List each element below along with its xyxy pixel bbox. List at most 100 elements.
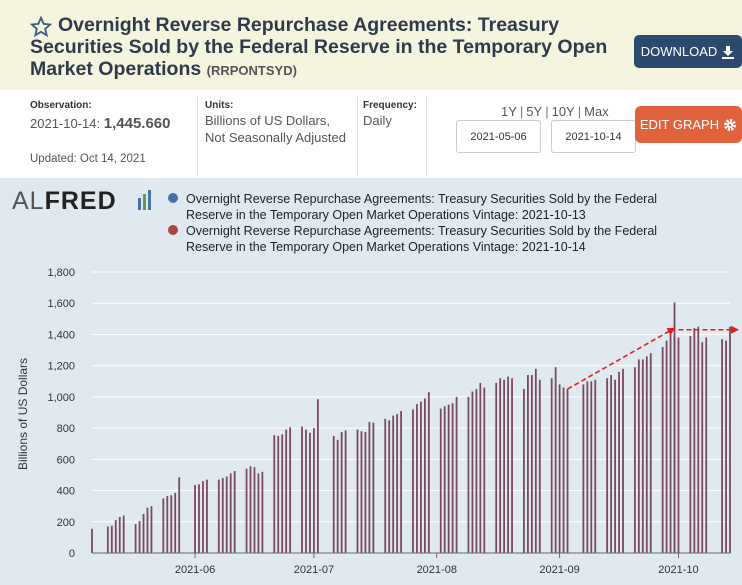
bar	[225, 476, 228, 553]
frequency-label: Frequency:	[363, 100, 417, 111]
bar	[253, 467, 256, 553]
bar	[423, 398, 426, 553]
bar	[305, 429, 307, 553]
y-tick-label: 200	[57, 517, 75, 529]
range-max-link[interactable]: Max	[584, 104, 609, 119]
download-button[interactable]: DOWNLOAD	[634, 35, 742, 68]
bar	[281, 434, 284, 553]
bar	[534, 368, 537, 553]
bar	[277, 435, 280, 553]
bar	[202, 481, 204, 553]
start-date-input[interactable]: 2021-05-06	[456, 120, 541, 153]
bar	[665, 340, 668, 553]
bar	[313, 428, 315, 553]
bar	[170, 495, 173, 553]
bar	[233, 471, 236, 553]
bar	[194, 485, 196, 553]
bar	[285, 429, 288, 553]
bar	[261, 471, 264, 553]
frequency-value: Daily	[363, 113, 392, 128]
x-tick-label: 2021-08	[417, 564, 457, 576]
y-tick-label: 400	[57, 486, 75, 498]
star-icon[interactable]	[30, 16, 52, 38]
divider	[357, 96, 358, 176]
download-label: DOWNLOAD	[640, 44, 718, 59]
bar	[606, 378, 609, 553]
bar	[701, 342, 704, 553]
legend-dot-vintage-1014	[168, 225, 178, 235]
range-10y-link[interactable]: 10Y	[551, 104, 575, 119]
legend-dot-vintage-1013	[168, 193, 178, 203]
bar	[364, 432, 367, 553]
bar	[427, 392, 430, 553]
series-title: Overnight Reverse Repurchase Agreements:…	[30, 14, 608, 80]
range-5y-link[interactable]: 5Y	[526, 104, 543, 119]
observation-row: 2021-10-14: 1,445.660	[30, 115, 170, 132]
units-line-1: Billions of US Dollars,	[205, 113, 330, 128]
legend-item-vintage-1014[interactable]: Overnight Reverse Repurchase Agreements:…	[186, 224, 658, 254]
bar	[114, 520, 117, 553]
edit-graph-label: EDIT GRAPH	[639, 117, 720, 132]
bar	[416, 403, 418, 553]
bar	[106, 526, 109, 553]
end-date-input[interactable]: 2021-10-14	[551, 120, 636, 153]
bar	[467, 396, 470, 553]
bar	[558, 384, 561, 553]
bar	[174, 492, 177, 553]
bar	[344, 430, 347, 553]
bar	[150, 506, 153, 553]
bar	[451, 403, 454, 553]
range-1y-link[interactable]: 1Y	[501, 104, 517, 119]
observation-value: 1,445.660	[103, 115, 171, 132]
gear-icon	[724, 118, 737, 131]
bar	[562, 387, 565, 553]
range-links: 1Y | 5Y | 10Y | Max	[501, 104, 609, 119]
bar	[273, 435, 276, 553]
units-line-2: Not Seasonally Adjusted	[205, 130, 346, 145]
bar	[633, 367, 636, 553]
bar	[138, 520, 141, 553]
bar-spike	[673, 302, 676, 553]
bar	[582, 384, 585, 553]
bar	[499, 378, 502, 553]
bar	[178, 477, 181, 553]
y-tick-label: 0	[69, 548, 75, 560]
legend-item-vintage-1013[interactable]: Overnight Reverse Repurchase Agreements:…	[186, 192, 658, 222]
divider	[197, 96, 198, 176]
logo-fred: FRED	[44, 187, 117, 215]
units-label: Units:	[205, 100, 234, 111]
bar	[677, 337, 680, 553]
bar	[396, 414, 399, 553]
bar	[289, 427, 292, 553]
bar	[475, 389, 478, 553]
y-tick-label: 800	[57, 423, 75, 435]
edit-graph-button[interactable]: EDIT GRAPH	[635, 106, 742, 143]
bar	[495, 382, 498, 553]
bar	[368, 421, 371, 553]
bar	[721, 339, 723, 553]
bar	[443, 406, 446, 553]
bar	[507, 376, 509, 553]
bar	[705, 337, 708, 553]
bar	[566, 389, 569, 553]
bar	[301, 426, 303, 553]
bar	[162, 498, 165, 553]
x-tick-label: 2021-07	[294, 564, 334, 576]
bar	[336, 439, 339, 553]
bar	[412, 409, 414, 553]
bar	[166, 496, 169, 553]
bar	[372, 422, 375, 553]
bar	[455, 396, 458, 553]
bar	[217, 479, 220, 553]
bar	[550, 378, 553, 553]
bar	[439, 408, 442, 553]
bar	[729, 326, 731, 553]
bar	[689, 336, 692, 553]
bar	[483, 387, 486, 553]
bar	[249, 466, 252, 553]
y-tick-label: 1,200	[47, 361, 75, 373]
bar	[340, 432, 343, 553]
bar	[645, 356, 648, 553]
bar	[594, 379, 597, 553]
alfred-logo: ALFRED	[12, 187, 117, 216]
